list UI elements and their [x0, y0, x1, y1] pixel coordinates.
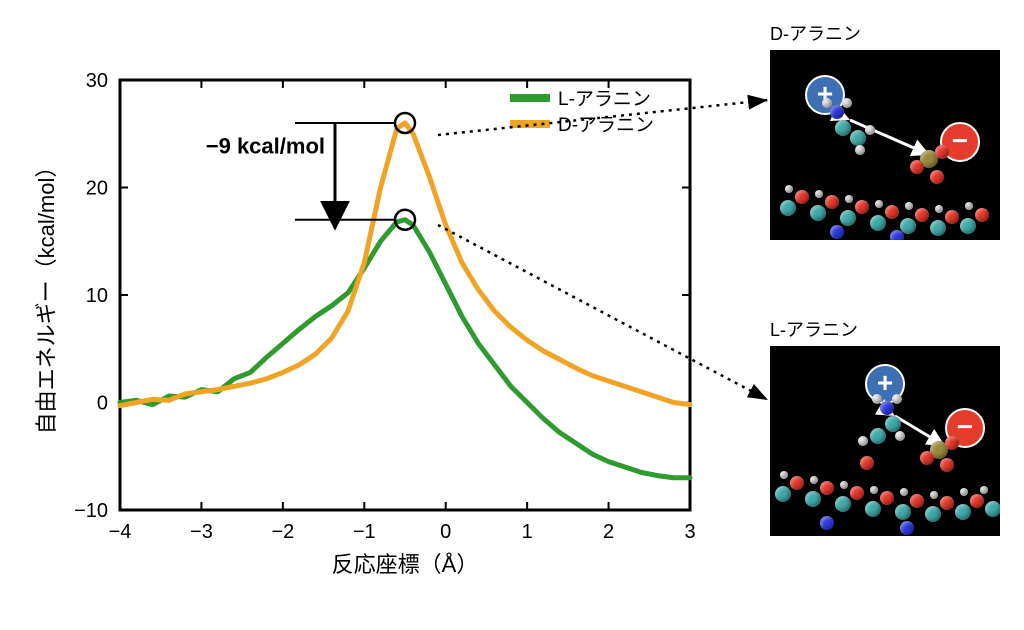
svg-text:−2: −2: [271, 521, 294, 543]
svg-text:反応座標（Å）: 反応座標（Å）: [332, 552, 479, 577]
free-energy-chart: −4−3−2−10123−100102030反応座標（Å）自由エネルギー（kca…: [30, 60, 710, 590]
svg-text:−3: −3: [190, 521, 213, 543]
svg-text:2: 2: [603, 521, 614, 543]
svg-text:10: 10: [86, 285, 108, 307]
panel-d-alanine: D-アラニン + −: [770, 20, 1000, 230]
svg-text:L-アラニン: L-アラニン: [558, 89, 651, 110]
panel-l-alanine: L-アラニン + −: [770, 316, 1000, 526]
svg-text:1: 1: [522, 521, 533, 543]
svg-text:−9 kcal/mol: −9 kcal/mol: [206, 133, 325, 158]
svg-text:3: 3: [684, 521, 695, 543]
chart-svg: −4−3−2−10123−100102030反応座標（Å）自由エネルギー（kca…: [30, 60, 710, 590]
svg-text:0: 0: [97, 393, 108, 415]
panel-d-image: + −: [770, 50, 1000, 240]
svg-text:30: 30: [86, 70, 108, 92]
panel-l-label: L-アラニン: [770, 316, 1000, 342]
svg-text:D-アラニン: D-アラニン: [558, 115, 654, 136]
panel-l-image: + −: [770, 346, 1000, 536]
svg-text:20: 20: [86, 178, 108, 200]
svg-text:−10: −10: [74, 500, 108, 522]
svg-text:−1: −1: [353, 521, 376, 543]
svg-text:−4: −4: [109, 521, 132, 543]
svg-text:0: 0: [440, 521, 451, 543]
svg-text:自由エネルギー（kcal/mol）: 自由エネルギー（kcal/mol）: [34, 156, 59, 435]
panel-d-label: D-アラニン: [770, 20, 1000, 46]
